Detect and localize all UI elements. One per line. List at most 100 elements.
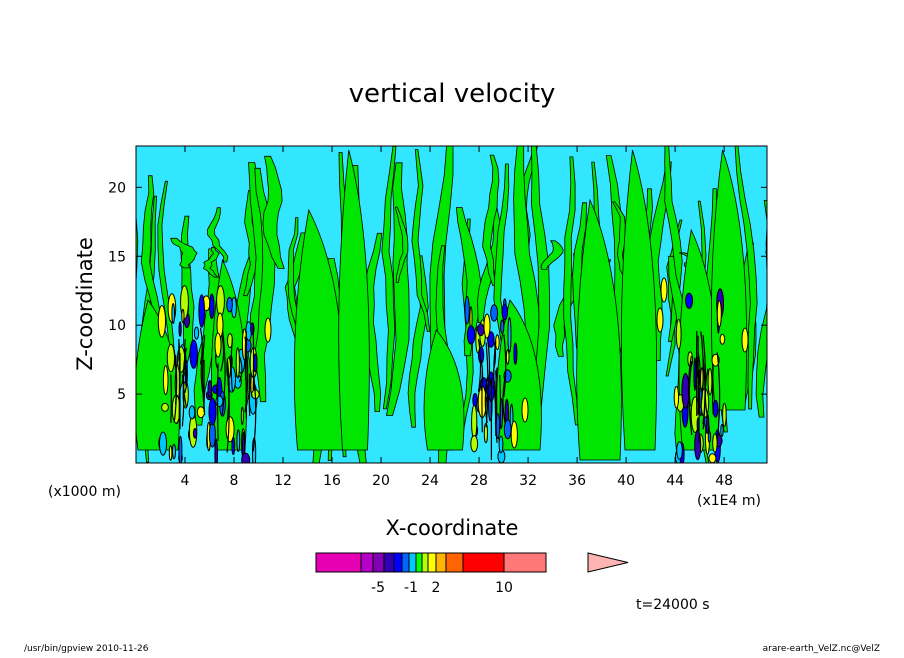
y-axis-title: Z-coordinate xyxy=(73,237,97,371)
contour-cell xyxy=(242,453,250,466)
contour-cell xyxy=(677,442,683,460)
contour-cell xyxy=(217,286,225,316)
x-tick-label: 20 xyxy=(372,473,390,489)
colorbar-swatch xyxy=(436,553,446,572)
x-axis-title: X-coordinate xyxy=(386,516,519,540)
contour-cell xyxy=(478,324,484,336)
x-tick-label: 48 xyxy=(715,473,733,489)
contour-cell xyxy=(502,304,508,320)
contour-cell xyxy=(173,444,176,458)
contour-cell xyxy=(182,309,184,322)
contour-cell xyxy=(674,386,678,408)
contour-cell xyxy=(499,436,503,453)
contour-cell xyxy=(209,398,216,425)
x-tick-label: 12 xyxy=(274,473,292,489)
colorbar-swatch xyxy=(384,553,394,572)
contour-cell xyxy=(708,432,710,443)
colorbar-swatch xyxy=(402,553,409,572)
time-stamp: t=24000 s xyxy=(636,597,710,613)
contour-cell xyxy=(465,296,469,323)
contour-cell xyxy=(197,407,204,418)
y-tick-label: 5 xyxy=(117,387,126,403)
contour-cell xyxy=(208,381,212,398)
contour-cell xyxy=(721,424,723,436)
contour-cell-positive xyxy=(484,314,490,338)
contour-cell xyxy=(709,454,716,463)
contour-cell-positive xyxy=(661,278,667,302)
x-tick-label: 40 xyxy=(617,473,635,489)
contour-cell xyxy=(172,304,175,324)
contour-cell xyxy=(720,334,725,344)
contour-band xyxy=(117,165,137,417)
contour-cell xyxy=(167,344,174,372)
contour-cell xyxy=(215,439,218,469)
contour-cell xyxy=(193,429,196,439)
contour-cell xyxy=(169,446,172,461)
colorbar-swatch xyxy=(373,553,384,572)
contour-cell xyxy=(506,350,509,364)
contour-line xyxy=(713,367,714,415)
contour-cell xyxy=(472,405,477,439)
contour-cell xyxy=(194,327,198,339)
contour-cell xyxy=(163,366,168,395)
contour-cell-positive xyxy=(215,333,221,357)
contour-cell xyxy=(717,301,721,327)
x-tick-label: 8 xyxy=(230,473,239,489)
contour-cell xyxy=(199,295,205,327)
colorbar-label: 2 xyxy=(432,580,441,596)
contour-cell xyxy=(216,396,223,407)
contour-cell xyxy=(179,322,181,336)
contour-cell xyxy=(508,318,511,353)
contour-cell xyxy=(708,369,712,395)
x-tick-label: 4 xyxy=(181,473,190,489)
colorbar-swatch xyxy=(504,553,546,572)
contour-cell xyxy=(232,438,235,455)
x-tick-label: 28 xyxy=(470,473,488,489)
footer-right: arare-earth_VelZ.nc@VelZ xyxy=(763,644,880,654)
contour-cell xyxy=(501,320,504,334)
contour-cell-positive xyxy=(742,328,748,352)
y-tick-label: 20 xyxy=(108,180,126,196)
x-tick-label: 24 xyxy=(421,473,439,489)
colorbar-swatch xyxy=(409,553,416,572)
contour-cell xyxy=(511,421,517,448)
y-tick-label: 15 xyxy=(108,249,126,265)
contour-cell xyxy=(227,297,233,312)
x-unit-right: (x1E4 m) xyxy=(697,493,761,509)
contour-cell xyxy=(713,434,717,453)
plot-area xyxy=(117,141,784,478)
x-tick-label: 44 xyxy=(666,473,684,489)
colorbar-label: -1 xyxy=(404,580,418,596)
x-tick-label: 16 xyxy=(323,473,341,489)
contour-cell xyxy=(160,432,167,455)
contour-cell xyxy=(694,358,696,391)
contour-cell xyxy=(686,293,693,308)
contour-cell xyxy=(491,305,498,321)
colorbar-swatch xyxy=(446,553,463,572)
contour-cell xyxy=(209,422,215,447)
x-tick-label: 32 xyxy=(519,473,537,489)
contour-cell xyxy=(190,340,197,368)
x-unit-left: (x1000 m) xyxy=(48,484,121,500)
colorbar-arrow xyxy=(588,553,628,572)
colorbar-swatch xyxy=(316,553,361,572)
contour-line xyxy=(249,373,250,416)
contour-cell xyxy=(254,354,257,372)
colorbar-swatch xyxy=(416,553,422,572)
footer-left: /usr/bin/gpview 2010-11-26 xyxy=(24,644,149,654)
colorbar-swatch xyxy=(361,553,373,572)
colorbar-label: 10 xyxy=(495,580,513,596)
contour-line xyxy=(171,374,172,422)
contour-cell xyxy=(158,306,165,338)
contour-cell xyxy=(467,326,475,344)
contour-cell xyxy=(210,294,215,319)
colorbar-swatch xyxy=(422,553,428,572)
colorbar-swatch xyxy=(394,553,402,572)
contour-cell xyxy=(713,400,718,417)
contour-cell xyxy=(514,343,517,364)
contour-cell xyxy=(676,319,681,349)
contour-cell xyxy=(189,406,195,419)
contour-cell xyxy=(241,407,243,425)
